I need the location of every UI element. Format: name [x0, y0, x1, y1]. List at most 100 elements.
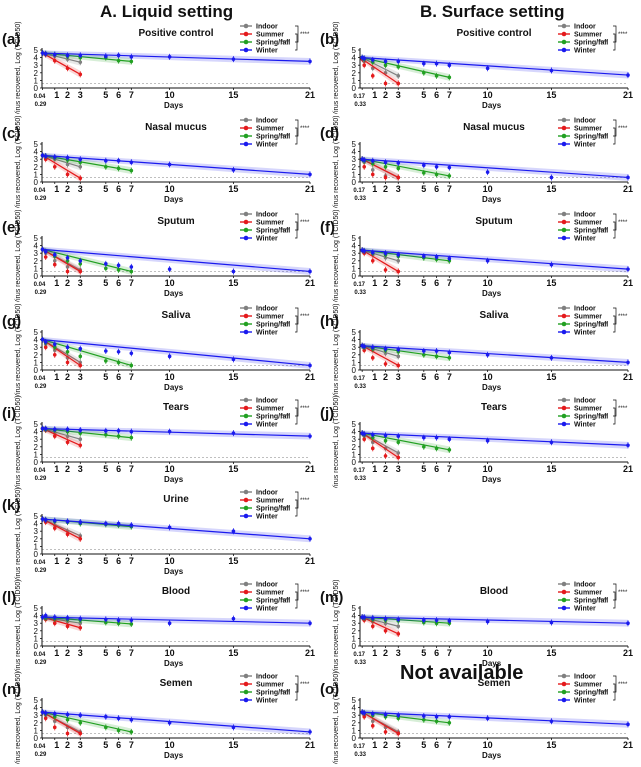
x-tick-label: 0.04: [34, 188, 46, 194]
significance-bracket-inner: [613, 407, 616, 425]
data-point: [485, 66, 490, 71]
x-tick-label: 1: [372, 372, 377, 382]
x-tick-label: 15: [228, 648, 238, 658]
legend-item-winter: Winter: [256, 236, 278, 243]
data-point: [104, 620, 108, 625]
x-axis-label: Days: [482, 195, 502, 204]
x-tick-label: 15: [546, 90, 556, 100]
x-tick-label: 15: [228, 184, 238, 194]
data-point: [549, 440, 554, 445]
data-point: [78, 428, 83, 432]
legend-swatch-dot: [561, 211, 567, 217]
data-point: [129, 730, 134, 734]
x-tick-sublabel: 0.33: [354, 476, 366, 482]
data-point: [383, 362, 388, 366]
data-point: [129, 351, 134, 356]
trend-line-winter: [362, 432, 629, 446]
data-point: [308, 537, 312, 541]
legend-swatch-dot: [561, 589, 567, 595]
data-point: [447, 63, 452, 67]
legend-swatch-dot: [243, 235, 249, 241]
data-point: [370, 616, 375, 620]
data-point: [52, 518, 57, 523]
y-tick-label: 0: [352, 84, 357, 93]
y-tick-label: 2: [34, 443, 39, 452]
y-tick-label: 0: [34, 734, 39, 743]
panel-label: (b): [320, 31, 339, 48]
chart-title: Saliva: [162, 310, 191, 321]
x-tick-label: 2: [383, 372, 388, 382]
x-tick-label: 3: [78, 278, 83, 288]
y-tick-label: 2: [34, 351, 39, 360]
data-point: [447, 256, 452, 261]
y-tick-label: 0: [34, 178, 39, 187]
data-point: [422, 445, 426, 449]
data-point: [78, 60, 83, 64]
data-point: [396, 269, 401, 274]
significance-stars-inner: ****: [600, 598, 608, 604]
x-tick-label: 15: [228, 90, 238, 100]
x-tick-label: 1: [372, 464, 377, 474]
data-point: [40, 337, 45, 342]
y-tick-label: 1: [34, 170, 39, 179]
y-tick-label: 1: [34, 76, 39, 85]
legend-item-winter: Winter: [574, 142, 596, 149]
x-tick-label: 1: [54, 372, 59, 382]
x-tick-label: 6: [434, 184, 439, 194]
data-point: [65, 360, 70, 365]
data-point: [78, 346, 83, 351]
y-tick-label: 0: [352, 366, 357, 375]
x-tick-label: 6: [116, 90, 121, 100]
legend-item-summer: Summer: [574, 406, 602, 413]
y-tick-label: 1: [34, 450, 39, 459]
x-tick-label: 21: [305, 372, 315, 382]
x-tick-label: 3: [78, 648, 83, 658]
x-tick-label: 10: [165, 740, 175, 750]
data-point: [308, 172, 312, 177]
chart-title: Sputum: [475, 216, 512, 227]
legend-swatch-dot: [561, 321, 567, 327]
x-axis-label: Days: [164, 475, 184, 484]
x-tick-label: 3: [396, 90, 401, 100]
data-point: [422, 61, 426, 66]
data-point: [447, 714, 452, 719]
significance-bracket: [613, 399, 617, 417]
x-tick-label: 3: [78, 740, 83, 750]
data-point: [434, 165, 439, 169]
y-tick-label: 3: [34, 435, 39, 444]
significance-stars-inner: ****: [600, 690, 608, 696]
y-axis-label: Virus recovered, Log (TCID50): [15, 488, 22, 580]
chart-panel-e: (e) Sputum Virus recovered, Log (TCID50) 0 1…: [0, 210, 320, 302]
data-point: [167, 55, 172, 59]
x-tick-label: 3: [78, 372, 83, 382]
x-tick-label: 6: [434, 740, 439, 750]
data-point: [231, 616, 236, 621]
x-tick-label: 3: [396, 372, 401, 382]
x-tick-label: 1: [372, 90, 377, 100]
y-axis-label: Virus recovered, Log (TCID50): [333, 116, 340, 208]
significance-bracket: [613, 307, 617, 325]
y-tick-label: 2: [34, 627, 39, 636]
data-point: [434, 255, 439, 259]
x-tick-label: 0.17: [353, 188, 365, 194]
data-point: [396, 64, 401, 69]
panel-label: (a): [2, 31, 20, 48]
x-tick-label: 1: [372, 184, 377, 194]
data-point: [65, 66, 70, 71]
y-tick-label: 1: [352, 76, 357, 85]
data-point: [362, 249, 367, 253]
legend-swatch-dot: [561, 305, 567, 311]
legend-swatch-dot: [561, 47, 567, 53]
legend-item-indoor: Indoor: [574, 398, 596, 405]
x-tick-label: 7: [447, 372, 452, 382]
chart-title: Nasal mucus: [145, 122, 207, 133]
panel-label: (m): [320, 589, 343, 606]
x-tick-label: 0.17: [353, 94, 365, 100]
data-point: [549, 262, 554, 267]
trend-line-summer: [42, 52, 81, 75]
data-point: [52, 259, 57, 263]
x-tick-label: 3: [78, 90, 83, 100]
